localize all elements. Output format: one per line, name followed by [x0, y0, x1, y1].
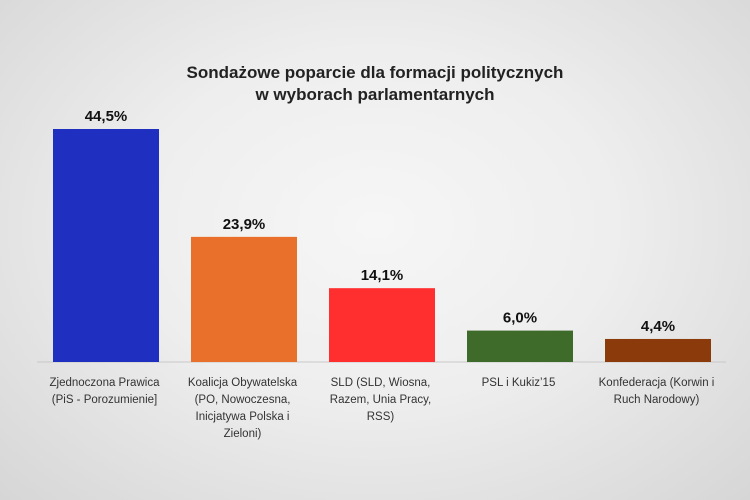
bar — [605, 338, 711, 362]
bar — [467, 330, 573, 362]
bar — [53, 129, 159, 362]
chart-title-line-2: w wyborach parlamentarnych — [255, 85, 495, 104]
category-label: SLD (SLD, Wiosna, Razem, Unia Pracy, RSS… — [329, 377, 432, 423]
category-label: Zjednoczona Prawica (PiS - Porozumienie] — [49, 377, 160, 406]
chart-title-line-1: Sondażowe poparcie dla formacji politycz… — [186, 63, 564, 82]
bar-value-label: 14,1% — [361, 267, 404, 284]
chart-title: Sondażowe poparcie dla formacji politycz… — [0, 62, 750, 106]
category-label: PSL i Kukiz’15 — [481, 377, 556, 389]
bar-value-label: 4,4% — [641, 318, 675, 335]
bars-group: 44,5% 23,9% 14,1% 6,0% 4,4% — [53, 108, 711, 362]
bar — [191, 236, 297, 362]
category-label: Koalicja Obywatelska (PO, Nowoczesna, In… — [187, 377, 298, 440]
bar — [329, 288, 435, 362]
bar-value-label: 44,5% — [85, 108, 128, 125]
bar-value-label: 6,0% — [503, 310, 537, 327]
category-label: Konfederacja (Korwin i Ruch Narodowy) — [598, 377, 715, 406]
bar-value-label: 23,9% — [223, 216, 266, 233]
